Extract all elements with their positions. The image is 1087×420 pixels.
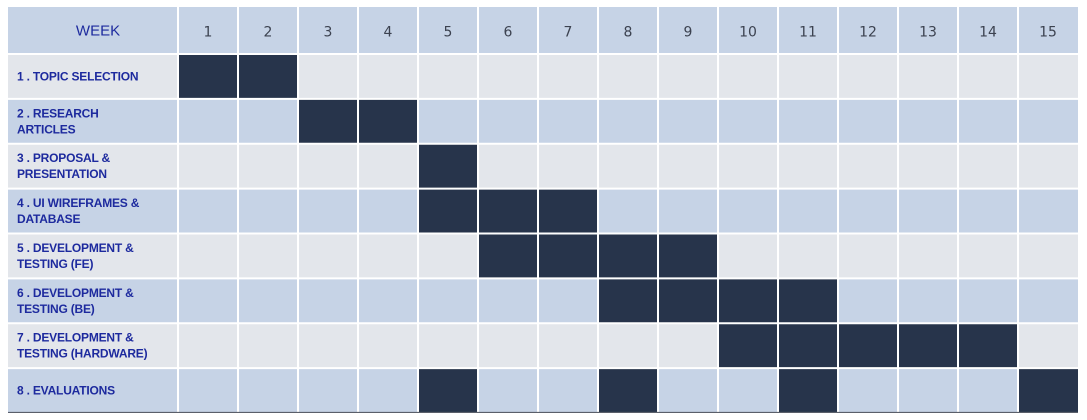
active-cell [178, 54, 238, 99]
active-cell [958, 323, 1018, 369]
active-cell [838, 323, 898, 369]
gantt-labels: WEEK 1 2 3 4 5 6 7 8 9 10 11 12 13 14 151 . TOPIC SELE… [17, 23, 1057, 398]
week-number: 1 [204, 25, 213, 41]
week-number: 3 [324, 25, 333, 41]
active-cell [478, 188, 538, 234]
week-number: 13 [919, 25, 937, 41]
task-label-line: 1 . TOPIC SELECTION [17, 69, 138, 83]
active-cell [1018, 368, 1078, 413]
gantt-chart: WEEK 1 2 3 4 5 6 7 8 9 10 11 12 13 14 151 . TOPIC SELE… [8, 7, 1078, 413]
active-cell [598, 278, 658, 324]
task-label-line: DATABASE [17, 212, 80, 226]
active-cell [298, 98, 358, 144]
task-label-line: 6 . DEVELOPMENT & [17, 286, 134, 300]
task-label-line: 7 . DEVELOPMENT & [17, 331, 134, 345]
task-label-line: ARTICLES [17, 122, 76, 136]
active-cell [358, 98, 418, 144]
week-number: 2 [264, 25, 273, 41]
active-cell [538, 233, 598, 279]
task-label: 1 . TOPIC SELECTION [17, 69, 138, 83]
week-number: 10 [739, 25, 757, 41]
week-number: 14 [979, 25, 997, 41]
active-cell [238, 54, 298, 99]
active-cell [538, 188, 598, 234]
active-cell [418, 188, 478, 234]
active-cell [718, 323, 778, 369]
task-label: 7 . DEVELOPMENT & TESTING (HARDWARE) [17, 331, 148, 361]
active-cell [778, 278, 838, 324]
week-number: 6 [504, 25, 513, 41]
week-number: 15 [1039, 25, 1057, 41]
gantt-active-cells [178, 54, 1078, 413]
task-label: 3 . PROPOSAL & PRESENTATION [17, 151, 111, 181]
task-label-line: TESTING (BE) [17, 302, 95, 316]
week-number: 12 [859, 25, 877, 41]
task-label-line: 3 . PROPOSAL & [17, 151, 111, 165]
week-number: 9 [684, 25, 693, 41]
task-row [8, 98, 1078, 144]
week-number: 5 [444, 25, 453, 41]
active-cell [718, 278, 778, 324]
task-row [8, 278, 1078, 324]
task-label: 8 . EVALUATIONS [17, 384, 115, 398]
active-cell [418, 143, 478, 189]
task-label-line: 5 . DEVELOPMENT & [17, 241, 134, 255]
task-label: 6 . DEVELOPMENT & TESTING (BE) [17, 286, 134, 316]
week-number: 8 [624, 25, 633, 41]
task-label: 5 . DEVELOPMENT & TESTING (FE) [17, 241, 134, 271]
task-label: 4 . UI WIREFRAMES & DATABASE [17, 196, 140, 226]
week-header-label: WEEK [76, 23, 120, 40]
active-cell [418, 368, 478, 413]
task-label-line: TESTING (FE) [17, 257, 93, 271]
task-row [8, 54, 1078, 99]
active-cell [658, 278, 718, 324]
task-label-line: 2 . RESEARCH [17, 106, 99, 120]
active-cell [778, 323, 838, 369]
task-label: 2 . RESEARCH ARTICLES [17, 106, 99, 136]
week-number: 4 [384, 25, 393, 41]
week-number: 11 [799, 25, 817, 41]
active-cell [598, 368, 658, 413]
task-label-line: 8 . EVALUATIONS [17, 384, 115, 398]
task-row [8, 368, 1078, 413]
active-cell [778, 368, 838, 413]
task-label-line: PRESENTATION [17, 167, 107, 181]
active-cell [658, 233, 718, 279]
active-cell [598, 233, 658, 279]
week-number: 7 [564, 25, 573, 41]
gantt-grid-lines [8, 7, 1078, 413]
task-row [8, 143, 1078, 189]
active-cell [898, 323, 958, 369]
task-label-line: TESTING (HARDWARE) [17, 347, 148, 361]
header-row [8, 7, 1078, 54]
active-cell [478, 233, 538, 279]
task-label-line: 4 . UI WIREFRAMES & [17, 196, 140, 210]
